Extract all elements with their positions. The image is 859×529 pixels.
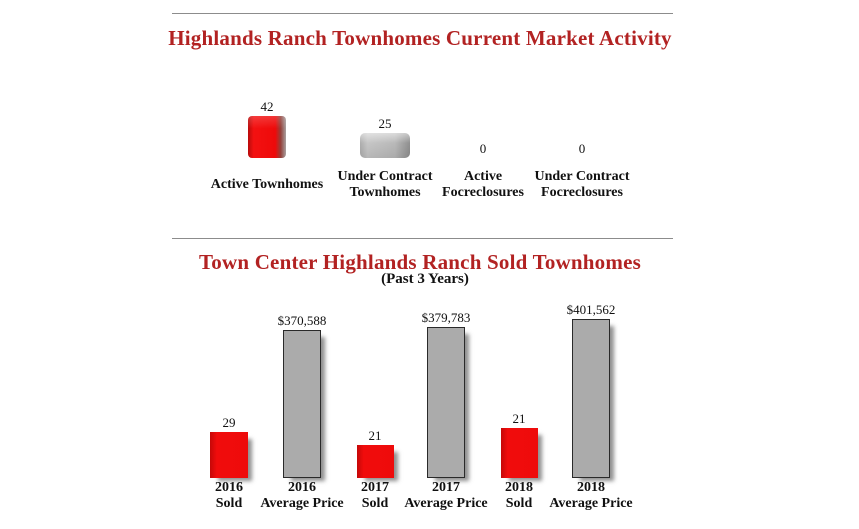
axis-label-line: 2017 [361, 480, 389, 495]
value-label-active-townhomes: 42 [260, 99, 274, 114]
market-activity-title: Highlands Ranch Townhomes Current Market… [168, 26, 672, 50]
chart-column-under-contract-townhomes: 25 [325, 96, 445, 158]
axis-label-line: Focreclosures [442, 185, 524, 200]
axis-label-line: Townhomes [349, 185, 421, 200]
chart-column-under-contract-focreclosures: 0 [522, 96, 642, 158]
value-label-2018-sold: 21 [512, 411, 526, 426]
axis-label-line: Active [463, 169, 503, 184]
bar-under-contract-townhomes [360, 133, 410, 158]
axis-label-line: Average Price [260, 496, 344, 511]
axis-label-under-contract-townhomes: Under Contract Townhomes [310, 168, 460, 202]
axis-label-2017-average-price: 2017 Average Price [371, 479, 521, 513]
bar-2017-average-price [427, 327, 465, 478]
axis-label-line: 2018 [505, 480, 533, 495]
sold-townhomes-subtitle: (Past 3 Years) [381, 271, 469, 287]
divider-line-middle [172, 238, 673, 239]
axis-label-line: Average Price [549, 496, 633, 511]
axis-label-2016-sold: 2016 Sold [154, 479, 304, 513]
axis-label-line: Active Townhomes [210, 177, 324, 192]
chart-column-2016-average-price: $370,588 [242, 296, 362, 478]
chart-column-2017-average-price: $379,783 [386, 296, 506, 478]
chart-column-active-townhomes: 42 [207, 96, 327, 158]
axis-label-line: 2018 [577, 480, 605, 495]
bar-2017-sold [356, 445, 394, 478]
divider-line-top [172, 13, 673, 14]
bar-2016-sold [210, 432, 248, 478]
axis-label-under-contract-focreclosures: Under Contract Focreclosures [507, 168, 657, 202]
value-label-2016-average-price: $370,588 [277, 313, 327, 328]
axis-label-line: Under Contract [337, 169, 433, 184]
axis-label-active-townhomes: Active Townhomes [192, 168, 342, 202]
chart-column-2017-sold: 21 [315, 296, 435, 478]
axis-label-2016-average-price: 2016 Average Price [227, 479, 377, 513]
sold-townhomes-title: Town Center Highlands Ranch Sold Townhom… [199, 250, 641, 274]
chart-column-2016-sold: 29 [169, 296, 289, 478]
axis-label-line: Sold [361, 496, 389, 511]
value-label-2017-average-price: $379,783 [421, 310, 471, 325]
bar-2016-average-price [283, 330, 321, 478]
bar-active-townhomes [248, 116, 286, 158]
axis-label-line: 2017 [432, 480, 460, 495]
value-label-2017-sold: 21 [368, 428, 382, 443]
bar-2018-average-price [572, 319, 610, 478]
chart-column-2018-sold: 21 [459, 296, 579, 478]
bar-2018-sold [500, 428, 538, 478]
chart-column-active-focreclosures: 0 [423, 96, 543, 158]
value-label-2016-sold: 29 [222, 415, 236, 430]
axis-label-2018-sold: 2018 Sold [444, 479, 594, 513]
axis-label-2017-sold: 2017 Sold [300, 479, 450, 513]
axis-label-line: Average Price [404, 496, 488, 511]
axis-label-line: 2016 [288, 480, 316, 495]
chart-column-2018-average-price: $401,562 [531, 296, 651, 478]
value-label-under-contract-townhomes: 25 [378, 116, 392, 131]
axis-label-line: Sold [215, 496, 243, 511]
axis-label-active-focreclosures: Active Focreclosures [408, 168, 558, 202]
axis-label-line: Sold [505, 496, 533, 511]
axis-label-line: Focreclosures [541, 185, 623, 200]
axis-label-line: Under Contract [534, 169, 630, 184]
axis-label-line: 2016 [215, 480, 243, 495]
value-label-under-contract-focreclosures: 0 [578, 141, 586, 156]
value-label-active-focreclosures: 0 [479, 141, 487, 156]
axis-label-2018-average-price: 2018 Average Price [516, 479, 666, 513]
value-label-2018-average-price: $401,562 [566, 302, 616, 317]
